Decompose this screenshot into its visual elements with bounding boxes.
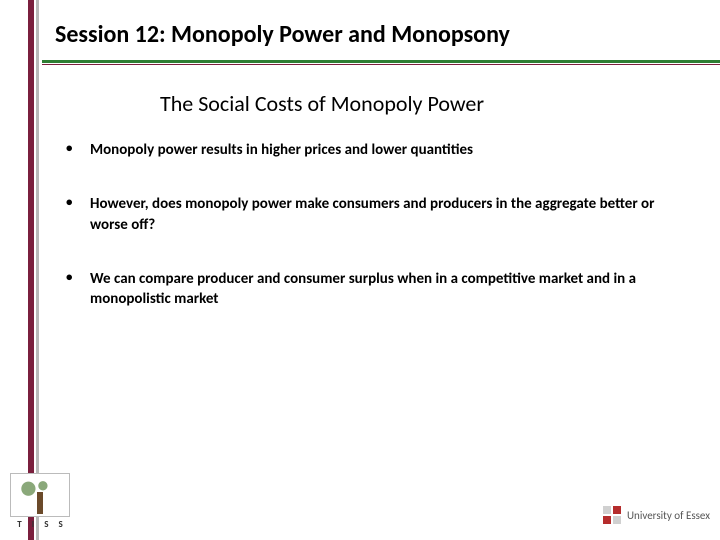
title-rule-green (42, 60, 720, 63)
left-rail-gray (36, 0, 39, 540)
slide-subtitle: The Social Costs of Monopoly Power (160, 90, 484, 117)
tiss-logo: T I S S (10, 473, 74, 530)
bullet-item: However, does monopoly power make consum… (62, 194, 680, 235)
bullet-item: We can compare producer and consumer sur… (62, 269, 680, 310)
bullet-list: Monopoly power results in higher prices … (62, 140, 680, 343)
bullet-item: Monopoly power results in higher prices … (62, 140, 680, 160)
slide-title: Session 12: Monopoly Power and Monopsony (55, 20, 700, 49)
tiss-caption: T I S S (10, 519, 74, 530)
essex-caption: University of Essex (627, 509, 710, 522)
slide: Session 12: Monopoly Power and Monopsony… (0, 0, 720, 540)
left-rail-maroon (28, 0, 34, 540)
footer: T I S S University of Essex (10, 470, 710, 530)
tree-icon (10, 473, 70, 517)
title-rule-thin (42, 64, 720, 65)
essex-mark-icon (603, 506, 621, 524)
essex-logo: University of Essex (603, 506, 710, 524)
